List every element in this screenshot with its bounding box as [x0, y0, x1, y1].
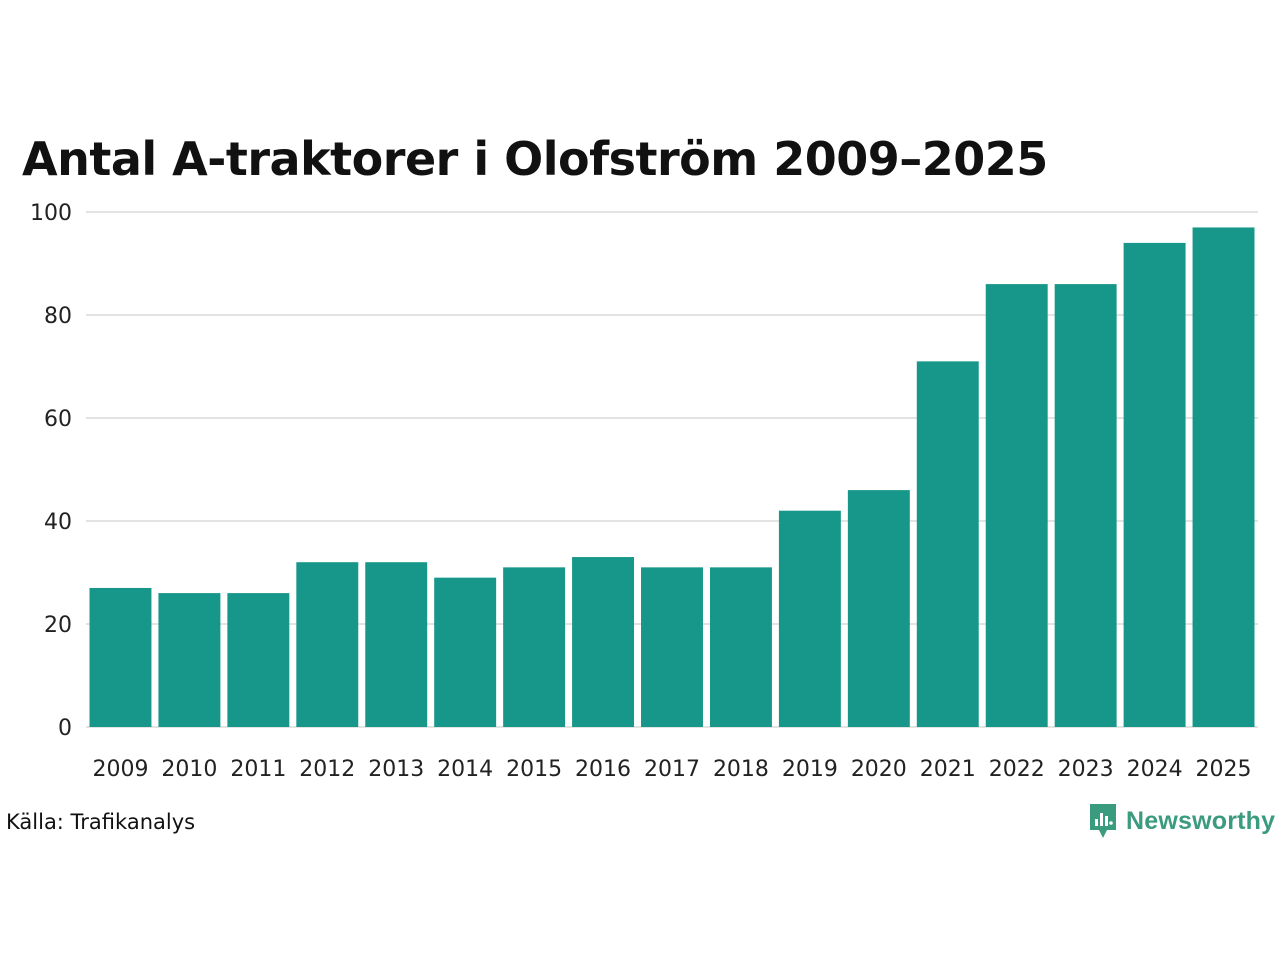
bar-2025: [1192, 227, 1255, 727]
bars: [89, 227, 1255, 727]
chart-title: Antal A-traktorer i Olofström 2009–2025: [22, 132, 1048, 186]
bar-2016: [572, 557, 635, 727]
x-tick-label: 2024: [1127, 757, 1183, 782]
x-tick-label: 2014: [437, 757, 493, 782]
y-tick-label: 40: [44, 510, 72, 535]
x-tick-label: 2010: [161, 757, 217, 782]
x-tick-label: 2011: [230, 757, 286, 782]
bar-2022: [985, 284, 1048, 727]
y-tick-label: 80: [44, 304, 72, 329]
bar-2013: [365, 562, 428, 727]
bar-2024: [1123, 242, 1186, 727]
bar-2014: [434, 577, 497, 727]
source-note: Källa: Trafikanalys: [6, 810, 196, 834]
x-tick-label: 2022: [989, 757, 1045, 782]
y-axis-ticks: 0 20 40 60 80 100: [30, 201, 72, 741]
bar-2020: [847, 490, 910, 727]
bar-2010: [158, 593, 221, 727]
x-tick-label: 2019: [782, 757, 838, 782]
y-tick-label: 60: [44, 407, 72, 432]
bar-2011: [227, 593, 290, 727]
x-tick-label: 2018: [713, 757, 769, 782]
newsworthy-logo-icon: [1090, 804, 1116, 838]
x-tick-label: 2020: [851, 757, 907, 782]
brand-name: Newsworthy: [1126, 806, 1276, 835]
bar-2023: [1054, 284, 1117, 727]
bar-2018: [709, 567, 772, 727]
x-tick-label: 2015: [506, 757, 562, 782]
x-tick-label: 2023: [1058, 757, 1114, 782]
x-tick-label: 2016: [575, 757, 631, 782]
bar-2021: [916, 361, 979, 727]
x-tick-label: 2021: [920, 757, 976, 782]
x-tick-label: 2025: [1196, 757, 1252, 782]
bar-2017: [641, 567, 703, 727]
x-axis-ticks: 2009 2010 2011 2012 2013 2014 2015 2016 2017 2018…: [92, 757, 1251, 782]
y-tick-label: 0: [58, 716, 72, 741]
bar-2019: [778, 510, 841, 727]
y-tick-label: 20: [44, 613, 72, 638]
brand-logo[interactable]: Newsworthy: [1088, 802, 1275, 840]
x-tick-label: 2013: [368, 757, 424, 782]
x-tick-label: 2009: [92, 757, 148, 782]
bar-2012: [296, 562, 359, 727]
bar-2015: [503, 567, 566, 727]
y-tick-label: 100: [30, 201, 72, 226]
bar-2009: [89, 587, 152, 727]
x-tick-label: 2012: [299, 757, 355, 782]
x-tick-label: 2017: [644, 757, 700, 782]
